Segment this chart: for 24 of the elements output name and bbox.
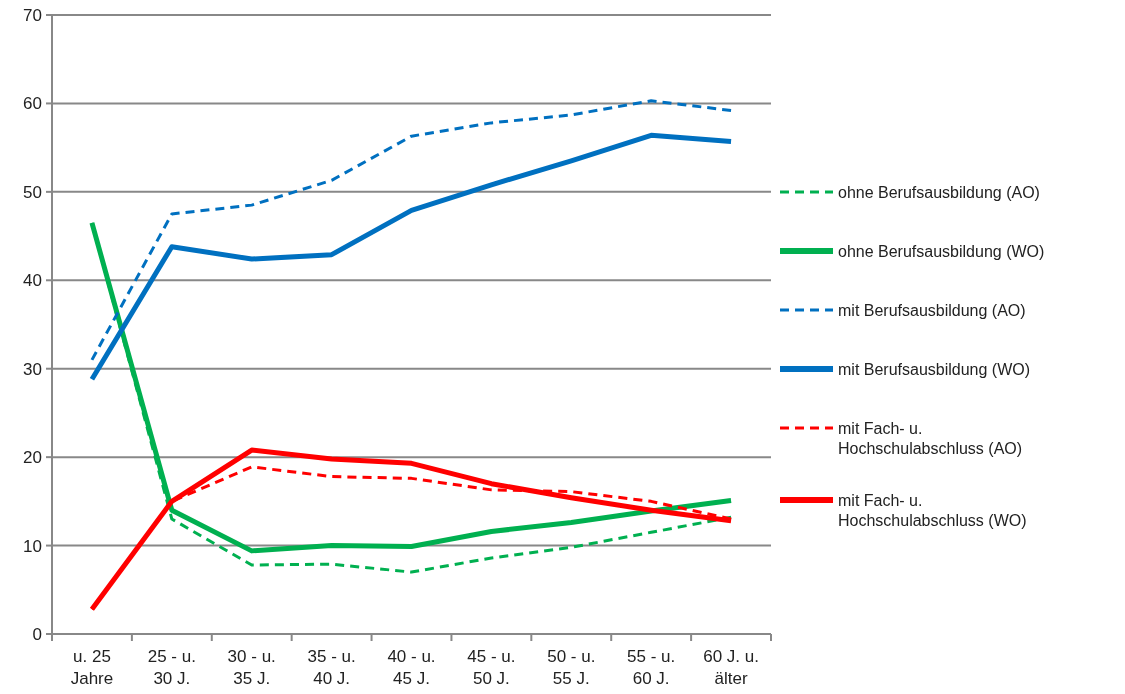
legend-label: mit Berufsausbildung (AO) [838, 302, 1026, 319]
y-tick-label: 60 [23, 94, 42, 114]
y-tick-label: 20 [23, 448, 42, 468]
legend-label: mit Berufsausbildung (WO) [838, 361, 1031, 378]
x-tick-label: 55 - u. 60 J. [627, 647, 676, 688]
y-tick-label: 50 [23, 182, 42, 202]
x-tick-label: 30 - u. 35 J. [227, 647, 276, 688]
y-tick-label: 30 [23, 359, 42, 379]
x-tick-label: 60 J. u. älter [703, 647, 759, 688]
y-tick-label: 0 [32, 624, 42, 644]
y-tick-label: 70 [23, 5, 42, 25]
y-tick-label: 40 [23, 271, 42, 291]
legend-label: ohne Berufsausbildung (AO) [838, 184, 1040, 201]
x-tick-label: 45 - u. 50 J. [467, 647, 516, 688]
legend-label: mit Fach- u. Hochschulabschluss (WO) [838, 492, 1027, 529]
legend-label: mit Fach- u. Hochschulabschluss (AO) [838, 420, 1023, 457]
x-tick-label: 50 - u. 55 J. [547, 647, 596, 688]
y-tick-label: 10 [23, 536, 42, 556]
x-tick-label: u. 25 Jahre [70, 647, 114, 688]
x-tick-label: 40 - u. 45 J. [387, 647, 436, 688]
line-series [90, 99, 733, 362]
x-tick-label: 25 - u. 30 J. [147, 647, 196, 688]
x-tick-label: 35 - u. 40 J. [307, 647, 356, 688]
legend-label: ohne Berufsausbildung (WO) [838, 243, 1045, 260]
